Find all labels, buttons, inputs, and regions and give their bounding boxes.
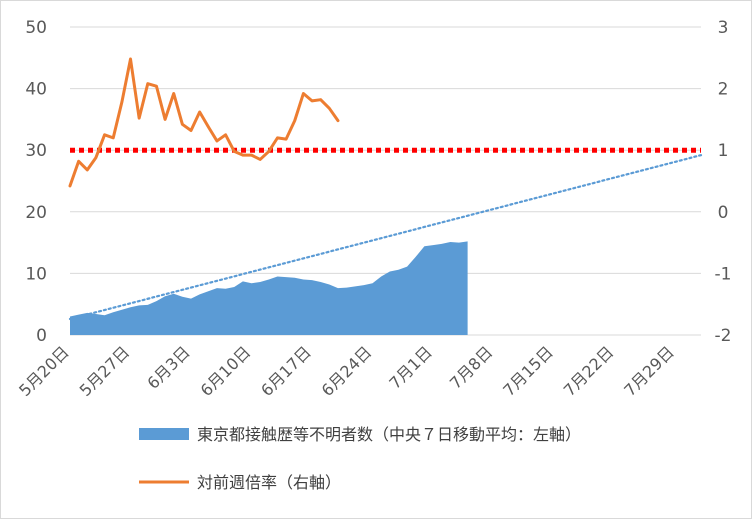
legend-label-area: 東京都接触歴等不明者数（中央７日移動平均：左軸） [197,425,581,444]
left-tick-label: 50 [25,18,47,38]
line-series [68,57,340,188]
right-tick-label: 1 [718,141,729,161]
x-tick-label: 6月3日 [143,342,193,392]
x-axis-ticks: 5月20日 5月27日 6月3日 6月10日 6月17日 6月24日 7月1日 7月8日 7月1… [15,342,678,400]
x-tick-label: 5月20日 [15,342,73,400]
area-series [70,241,468,335]
trendline [68,154,703,321]
x-tick-label: 7月1日 [385,342,435,392]
legend-label-line: 対前週倍率（右軸） [197,473,341,492]
right-tick-label: 3 [718,18,729,38]
x-tick-label: 5月27日 [76,342,134,400]
trendline-series [68,154,703,321]
left-tick-label: 40 [25,80,47,100]
legend-swatch-area [139,428,189,440]
area-shape [70,241,468,335]
right-tick-label: 0 [718,203,729,223]
x-tick-label: 7月22日 [560,342,618,400]
right-tick-label: 2 [718,80,729,100]
left-tick-label: 20 [25,203,47,223]
left-tick-label: 10 [25,264,47,284]
line-path [68,57,340,188]
x-tick-label: 7月8日 [446,342,496,392]
x-tick-label: 6月10日 [197,342,255,400]
left-tick-label: 0 [36,326,47,346]
gridlines [70,26,701,336]
right-axis-ticks: -2 -1 0 1 2 3 [715,18,732,346]
left-tick-label: 30 [25,141,47,161]
left-axis-ticks: 0 10 20 30 40 50 [25,18,47,346]
right-tick-label: -2 [715,326,732,346]
x-tick-label: 6月17日 [257,342,315,400]
x-tick-label: 6月24日 [318,342,376,400]
x-tick-label: 7月29日 [620,342,678,400]
legend: 東京都接触歴等不明者数（中央７日移動平均：左軸） 対前週倍率（右軸） [139,425,581,492]
x-tick-label: 7月15日 [499,342,557,400]
right-tick-label: -1 [715,264,732,284]
